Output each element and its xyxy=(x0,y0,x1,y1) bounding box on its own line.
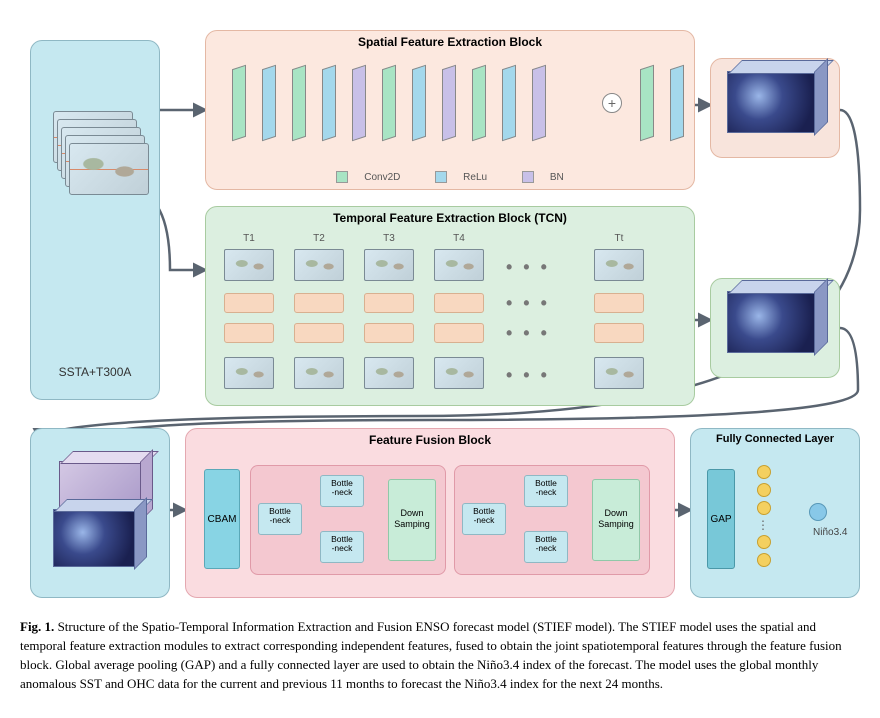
spatial-title: Spatial Feature Extraction Block xyxy=(206,31,694,53)
temporal-output-cube xyxy=(710,278,840,378)
downsample: DownSamping xyxy=(592,479,640,561)
figure-caption: Fig. 1. Structure of the Spatio-Temporal… xyxy=(20,618,860,693)
fc-title: Fully Connected Layer xyxy=(691,429,859,449)
spatial-block: Spatial Feature Extraction Block + Conv2… xyxy=(205,30,695,190)
concat-cube-bottom xyxy=(53,509,137,567)
output-label: Niño3.4 xyxy=(813,527,847,538)
hidden-neuron xyxy=(757,483,771,497)
gap-module: GAP xyxy=(707,469,735,569)
input-map-stack xyxy=(53,111,141,231)
spatial-legend: Conv2D ReLu BN xyxy=(206,171,694,183)
bottleneck: Bottle-neck xyxy=(320,475,364,507)
stief-diagram: SSTA+T300A Spatial Feature Extraction Bl… xyxy=(10,10,870,610)
spatial-layers: + xyxy=(226,67,674,147)
ellipsis-icon: • • • xyxy=(506,257,550,278)
hidden-neuron xyxy=(757,465,771,479)
fc-block: Fully Connected Layer GAP ⋮ Niño3.4 xyxy=(690,428,860,598)
bottleneck: Bottle-neck xyxy=(320,531,364,563)
hidden-neuron xyxy=(757,501,771,515)
spatial-output-cube xyxy=(710,58,840,158)
cbam-module: CBAM xyxy=(204,469,240,569)
hidden-neuron xyxy=(757,535,771,549)
temporal-title: Temporal Feature Extraction Block (TCN) xyxy=(206,207,694,229)
fusion-block: Feature Fusion Block CBAM Bottle-neck Bo… xyxy=(185,428,675,598)
input-block: SSTA+T300A xyxy=(30,40,160,400)
bottleneck: Bottle-neck xyxy=(258,503,302,535)
bottleneck: Bottle-neck xyxy=(524,475,568,507)
input-label: SSTA+T300A xyxy=(31,365,159,379)
concat-block xyxy=(30,428,170,598)
bottleneck: Bottle-neck xyxy=(524,531,568,563)
residual-add-icon: + xyxy=(602,93,622,113)
output-neuron xyxy=(809,503,827,521)
fusion-title: Feature Fusion Block xyxy=(186,429,674,451)
hidden-neuron xyxy=(757,553,771,567)
downsample: DownSamping xyxy=(388,479,436,561)
bottleneck: Bottle-neck xyxy=(462,503,506,535)
temporal-block: Temporal Feature Extraction Block (TCN) … xyxy=(205,206,695,406)
